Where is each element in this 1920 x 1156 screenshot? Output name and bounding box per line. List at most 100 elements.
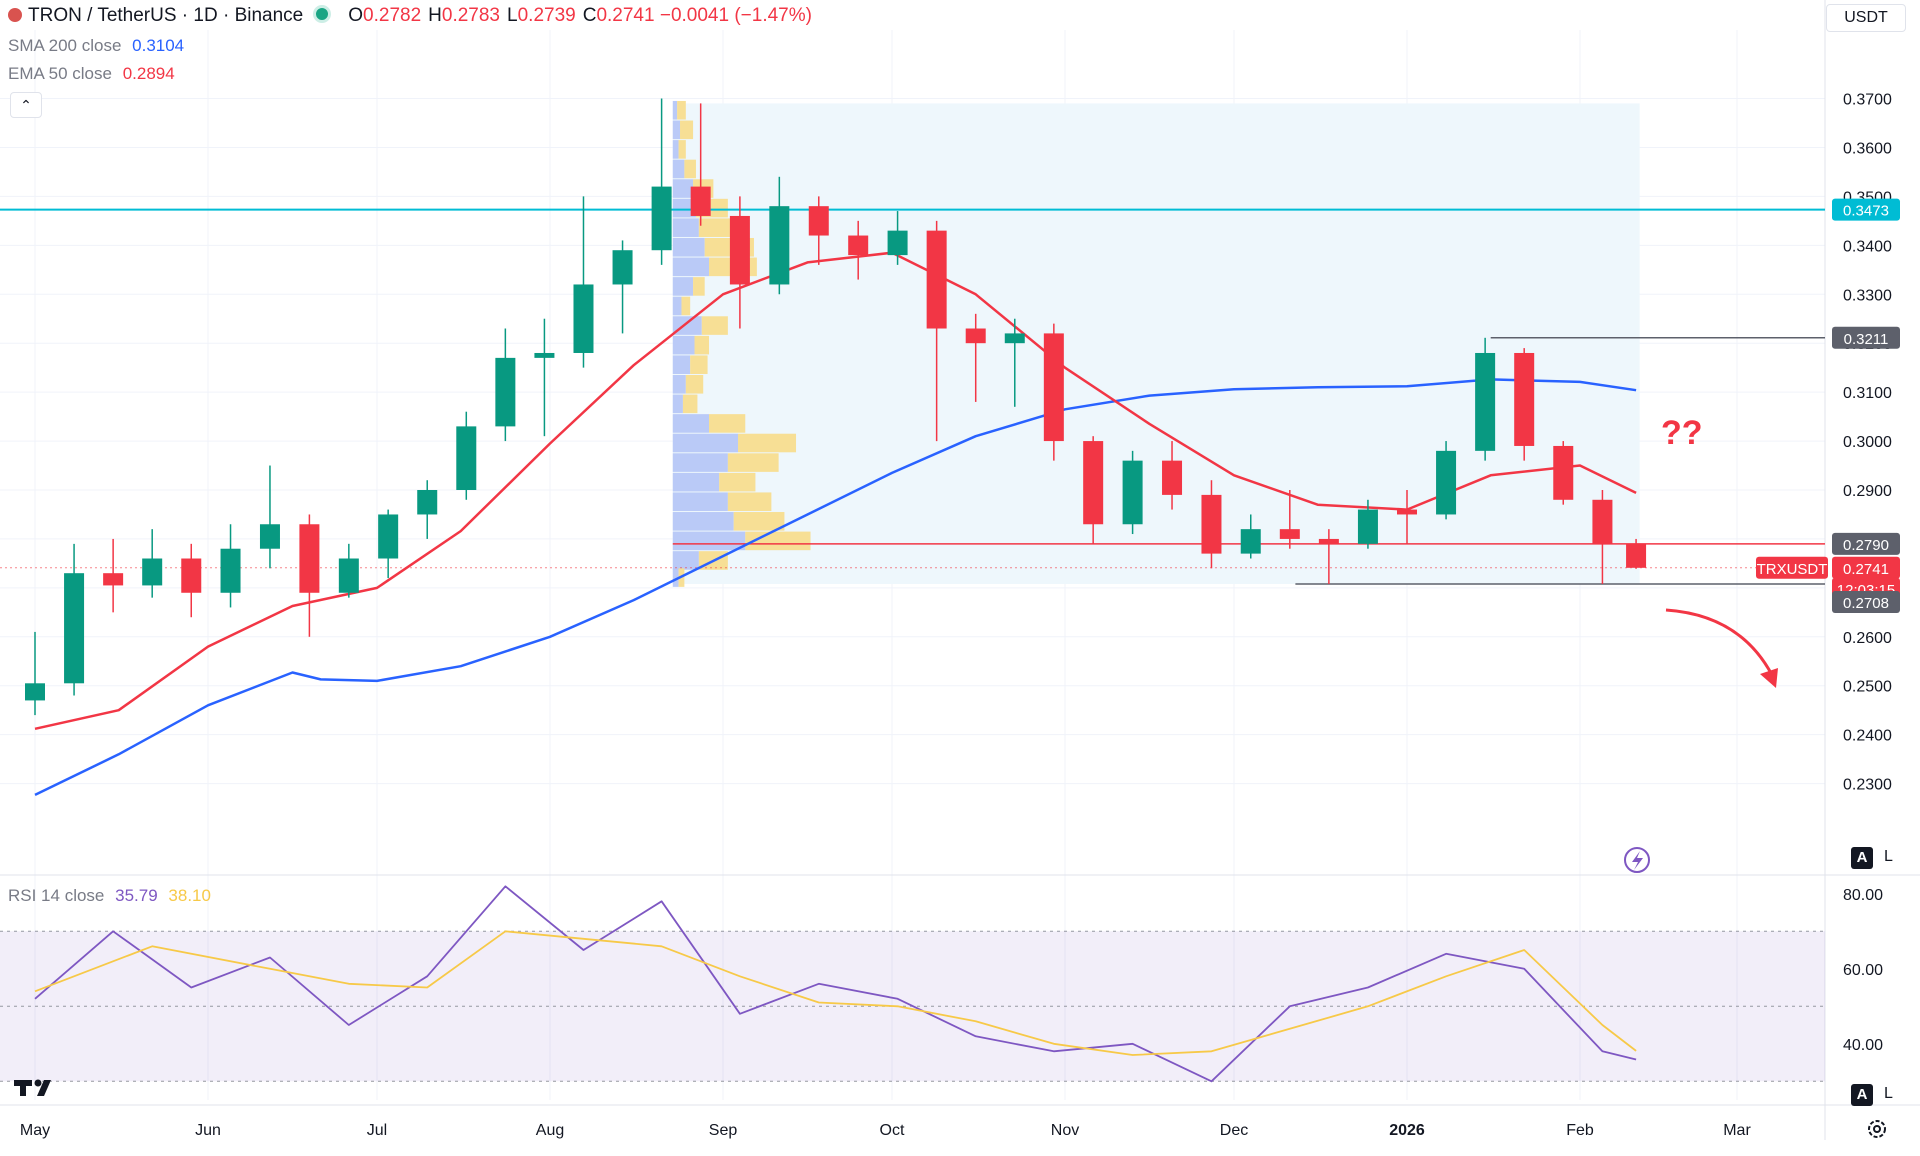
sma-label: SMA 200 close [8, 36, 122, 55]
candle-body [1626, 543, 1647, 568]
volume-profile-down-bar [733, 512, 785, 531]
log-scale-button[interactable]: L [1884, 848, 1893, 865]
time-tick-label: 2026 [1389, 1122, 1425, 1139]
rsi-line [34, 885, 1637, 1083]
candle-body [1436, 450, 1457, 515]
time-tick-label: Nov [1051, 1122, 1079, 1139]
time-tick-label: May [20, 1122, 50, 1139]
volume-profile-up-bar [672, 296, 682, 316]
volume-profile-down-bar [698, 218, 740, 237]
candle-body [769, 206, 790, 285]
market-open-icon [313, 5, 332, 23]
candle-body [573, 284, 594, 353]
rsi-pane: 40.00 60.00 80.00 [0, 885, 1883, 1096]
candle-body [1122, 460, 1143, 525]
close-value: 0.2741 [596, 5, 655, 26]
price-tick-label: 0.3000 [1843, 434, 1892, 451]
low-value: 0.2739 [517, 5, 576, 26]
time-axis: May Jun Jul Aug Sep Oct Nov Dec 2026 Feb Mar [20, 1120, 1886, 1139]
volume-profile-zone [672, 103, 1640, 584]
annotations: ?? [1624, 414, 1778, 873]
price-tick-label: 0.3700 [1843, 92, 1892, 109]
open-label: O [348, 5, 364, 26]
volume-profile-down-bar [681, 296, 691, 316]
candle-body [417, 490, 438, 515]
candle-body [651, 186, 672, 251]
candle-body [1318, 538, 1339, 544]
rsi-ma-value: 38.10 [168, 886, 211, 905]
ema-value: 0.2894 [122, 64, 175, 83]
volume-profile-down-bar [678, 140, 686, 159]
volume-profile-down-bar [682, 394, 698, 414]
volume-profile-up-bar [672, 237, 705, 257]
swing-low-price-label: 0.2708 [1843, 595, 1889, 612]
price-tick-label: 0.2300 [1843, 777, 1892, 794]
gear-icon-outer [1868, 1120, 1886, 1138]
time-tick-label: Dec [1220, 1122, 1248, 1139]
ema-label: EMA 50 close [8, 64, 112, 83]
volume-profile-up-bar [672, 355, 691, 374]
candle-body [965, 328, 986, 344]
rsi-value: 35.79 [115, 886, 158, 905]
price-tick-label: 0.3600 [1843, 140, 1892, 157]
time-tick-label: Jun [195, 1122, 221, 1139]
rsi-ma-line [34, 930, 1637, 1056]
resistance-price-label-bg [1832, 198, 1900, 221]
poc-price-label-bg [1832, 532, 1900, 555]
volume-profile-up-bar [672, 568, 679, 587]
volume-profile-down-bar [727, 492, 772, 512]
candle-body [25, 683, 45, 701]
candle-body [1592, 499, 1613, 544]
candle-body [64, 573, 85, 684]
candle-body [690, 186, 711, 216]
candle-body [926, 230, 947, 329]
gear-icon [1868, 1120, 1886, 1138]
volume-profile-up-bar [672, 453, 728, 472]
chevron-up-icon[interactable]: ⌃ [10, 92, 42, 118]
time-tick-label: Aug [536, 1122, 564, 1139]
volume-profile-down-bar [719, 472, 756, 492]
logo-part [37, 1080, 51, 1096]
symbol-price-label-bg [1756, 556, 1828, 579]
swing-low-price-label-bg [1832, 590, 1900, 613]
auto-scale-button-rsi[interactable]: A [1851, 1084, 1873, 1106]
candle-body [729, 215, 750, 285]
currency-selector[interactable]: USDT [1826, 4, 1906, 32]
lightning-icon-ring [1624, 847, 1650, 873]
tron-logo-icon [8, 8, 22, 22]
last-price-label-bg [1832, 556, 1900, 579]
high-value: 0.2783 [441, 5, 501, 26]
volume-profile-up-bar [672, 277, 694, 296]
price-tick-label: 0.2400 [1843, 728, 1892, 745]
last-price-label: 0.2741 [1843, 561, 1889, 578]
logo-part [34, 1079, 42, 1087]
low-label: L [507, 5, 518, 26]
sma-value: 0.3104 [132, 36, 185, 55]
change-value: −0.0041 (−1.47%) [659, 5, 812, 26]
ema-legend[interactable]: EMA 50 close 0.2894 [8, 64, 175, 84]
price-axis: 0.23000.24000.25000.26000.27000.28000.29… [1756, 92, 1900, 794]
volume-profile-up-bar [672, 257, 710, 277]
volume-profile-down-bar [677, 100, 686, 120]
auto-scale-button[interactable]: A [1851, 847, 1873, 869]
log-scale-button-rsi[interactable]: L [1884, 1085, 1893, 1102]
candle-body [1004, 333, 1025, 344]
volume-profile-down-bar [693, 277, 705, 296]
volume-profile-up-bar [672, 414, 710, 433]
swing-high-price-label-bg [1832, 326, 1900, 349]
candles [25, 98, 1647, 716]
volume-profile-up-bar [672, 492, 728, 512]
candle-body [338, 558, 359, 593]
candle-body [887, 230, 908, 256]
rsi-label: RSI 14 close [8, 886, 105, 905]
candle-body [456, 426, 477, 490]
volume-profile-up-bar [672, 316, 702, 335]
volume-profile-down-bar [701, 316, 728, 335]
close-label: C [582, 5, 597, 26]
candle-body [1083, 441, 1104, 525]
symbol-header[interactable]: TRON / TetherUS · 1D · Binance O0.2782 H0.… [8, 5, 812, 27]
sma-legend[interactable]: SMA 200 close 0.3104 [8, 36, 184, 56]
rsi-legend[interactable]: RSI 14 close 35.79 38.10 [8, 886, 211, 906]
